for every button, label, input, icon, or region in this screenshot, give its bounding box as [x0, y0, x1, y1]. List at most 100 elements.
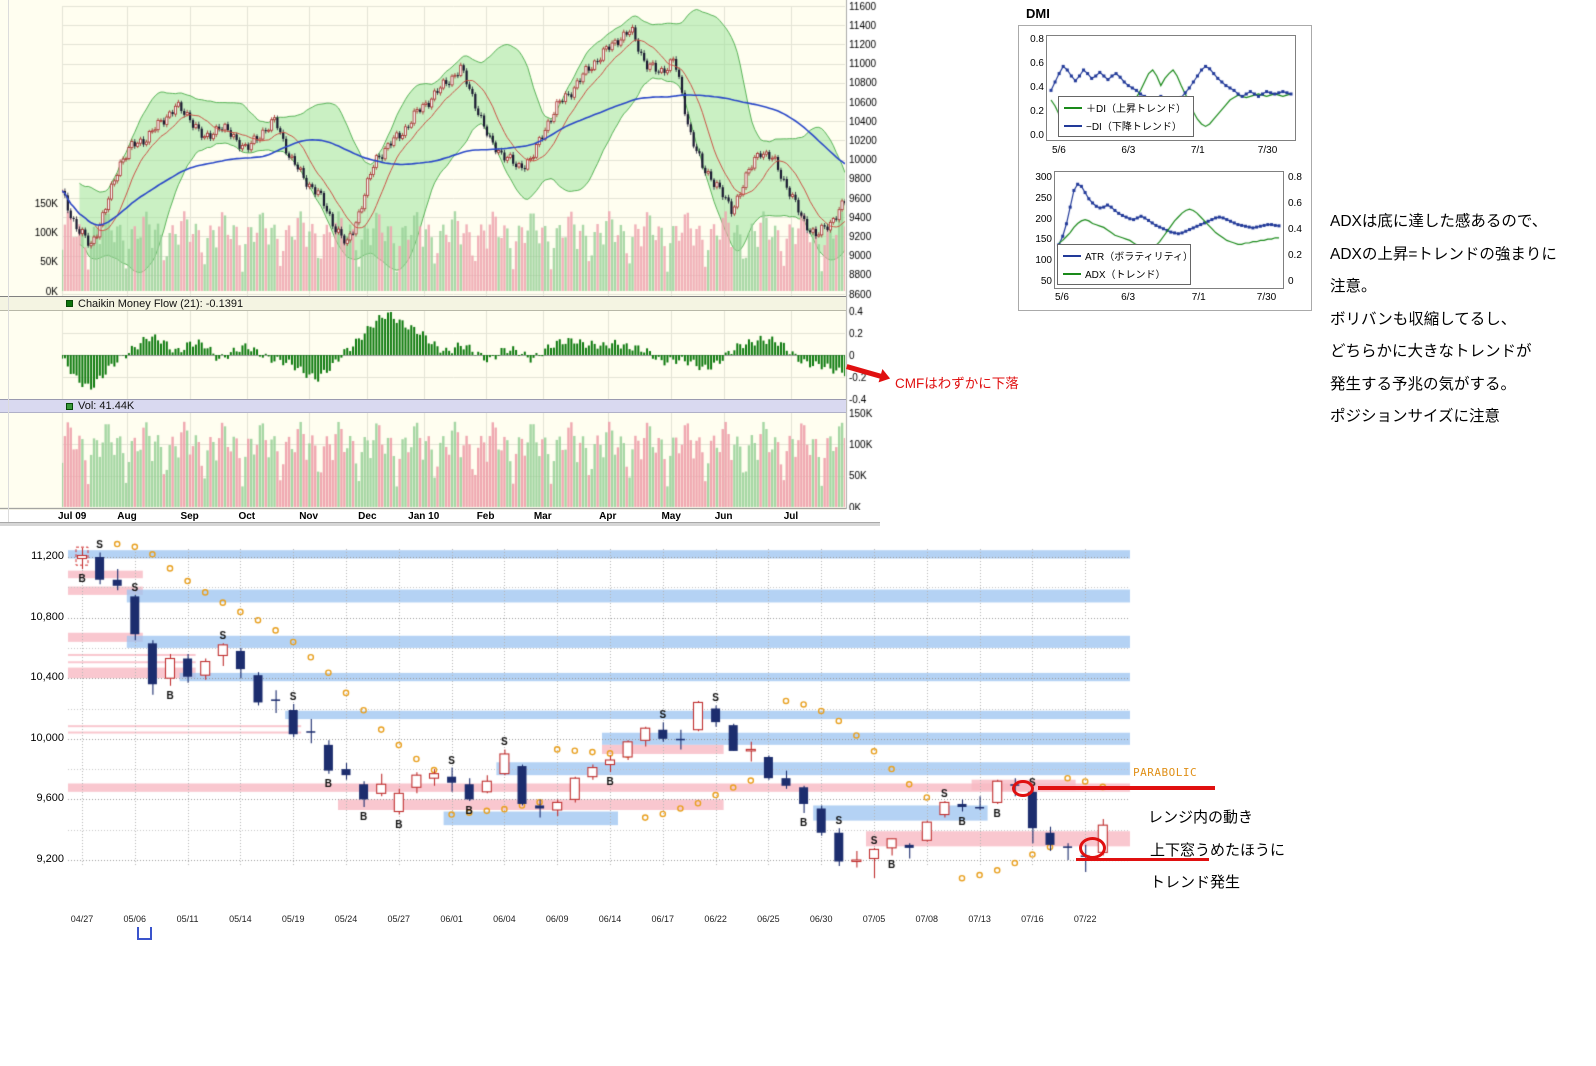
atr-y-tick: 200 [1035, 213, 1052, 225]
adx-y-tick: 0.2 [1288, 250, 1302, 261]
month-label: Mar [533, 511, 552, 522]
note-line: ポジションサイズに注意 [1330, 408, 1501, 425]
legend-label: −DI（下降トレンド） [1086, 122, 1182, 133]
month-label: Sep [180, 511, 199, 522]
daily-y-label: 9,200 [36, 853, 64, 865]
dmi-x-tick: 7/30 [1257, 145, 1278, 156]
month-label: Jul [783, 511, 799, 522]
atr-y-tick: 50 [1040, 276, 1052, 287]
month-label: Oct [238, 511, 256, 522]
month-label: Nov [299, 511, 319, 522]
month-label: Apr [599, 511, 617, 522]
daily-x-label: 07/22 [1073, 914, 1097, 924]
daily-y-label: 10,000 [30, 731, 64, 744]
daily-x-label: 05/27 [387, 914, 411, 924]
dmi-y-tick: 0.8 [1030, 34, 1044, 45]
cmf-panel-header: Chaikin Money Flow (21): -0.1391 [0, 296, 846, 311]
atr-adx-x-tick: 7/30 [1256, 292, 1277, 303]
month-label: Dec [358, 511, 377, 522]
dmi-x-tick: 7/1 [1190, 145, 1205, 156]
legend-label: ATR（ボラティリティ） [1085, 252, 1194, 263]
axis-bracket-marker [137, 927, 152, 940]
cmf-header-label: Chaikin Money Flow (21): -0.1391 [78, 297, 244, 310]
note-line: 発生する予兆の気がする。 [1330, 375, 1517, 393]
atr-y-tick: 250 [1035, 192, 1052, 204]
dmi-y-tick: 0.6 [1030, 58, 1044, 69]
parabolic-highlight-circle [1012, 780, 1034, 797]
dmi-x-tick: 5/6 [1051, 145, 1066, 156]
daily-x-label: 06/01 [440, 914, 463, 924]
daily-x-label: 05/14 [229, 914, 252, 924]
atr-adx-x-tick: 6/3 [1121, 292, 1136, 303]
adx-y-tick: 0.8 [1288, 172, 1302, 183]
atr-y-tick: 150 [1035, 234, 1052, 246]
cmf-annotation-text: CMFはわずかに下落 [895, 376, 1019, 391]
daily-y-label: 10,400 [30, 671, 64, 684]
volume-panel-header: Vol: 41.44K [0, 399, 846, 413]
daily-x-label: 06/14 [598, 914, 622, 924]
daily-x-label: 06/17 [651, 914, 675, 924]
legend-item-plus-di: ＋DI（上昇トレンド） [1064, 100, 1188, 115]
adx-y-tick: 0.4 [1288, 224, 1302, 235]
volume-header-label: Vol: 41.44K [78, 400, 135, 412]
daily-x-label: 06/04 [493, 914, 516, 924]
main-chart-x-axis: Jul 09 Aug Sep Oct Nov Dec Jan 10 Feb Mar Apr May J… [0, 511, 880, 525]
plus-di-line-icon [1064, 106, 1082, 109]
daily-candlestick-chart-canvas[interactable] [0, 535, 1240, 935]
daily-y-label: 9,600 [36, 792, 64, 805]
adx-y-tick: 0.6 [1288, 198, 1302, 209]
daily-x-label: 06/22 [704, 914, 727, 924]
legend-label: ＋DI（上昇トレンド） [1086, 104, 1186, 115]
daily-x-label: 06/09 [545, 914, 569, 924]
legend-item-atr: ATR（ボラティリティ） [1063, 248, 1193, 263]
note-line: ボリバンも収縮してるし、 [1330, 310, 1517, 328]
analysis-notes: ADXは底に達した感あるので、 ADXの上昇=トレンドの強まりに 注意。 ボリバ… [1330, 206, 1596, 434]
legend-item-minus-di: −DI（下降トレンド） [1064, 118, 1188, 133]
daily-x-label: 07/13 [968, 914, 991, 924]
legend-item-adx: ADX（トレンド） [1063, 266, 1185, 281]
legend-label: ADX（トレンド） [1085, 270, 1166, 281]
month-label: Feb [476, 511, 495, 522]
panel-divider [0, 522, 880, 526]
atr-y-tick: 300 [1035, 172, 1052, 183]
dmi-panel-title: DMI [1026, 6, 1050, 21]
dmi-legend: ＋DI（上昇トレンド） −DI（下降トレンド） [1058, 96, 1194, 137]
month-label: Jul 09 [58, 511, 87, 522]
daily-x-label: 06/30 [809, 914, 833, 924]
atr-adx-x-tick: 5/6 [1055, 292, 1069, 303]
dmi-y-tick: 0.0 [1030, 130, 1044, 141]
adx-line-icon [1063, 272, 1081, 275]
parabolic-annotation-label: PARABOLIC [1133, 766, 1198, 779]
trend-highlight-circle [1079, 837, 1106, 859]
daily-annotation-text: 上下窓うめたほうに [1150, 842, 1286, 859]
atr-adx-legend: ATR（ボラティリティ） ADX（トレンド） [1057, 244, 1193, 285]
volume-indicator-icon [66, 402, 73, 410]
daily-y-label: 11,200 [31, 550, 64, 562]
window-edge [8, 0, 9, 522]
note-line: 注意。 [1330, 278, 1377, 295]
month-label: Aug [117, 511, 137, 522]
daily-annotation-text: トレンド発生 [1150, 874, 1241, 891]
minus-di-line-icon [1064, 124, 1082, 127]
daily-x-label: 05/19 [281, 914, 305, 924]
note-line: ADXの上昇=トレンドの強まりに [1330, 245, 1557, 263]
dmi-x-tick: 6/3 [1121, 145, 1136, 156]
daily-x-label: 04/27 [70, 914, 94, 924]
adx-y-tick: 0 [1288, 276, 1294, 287]
dmi-y-tick: 0.4 [1030, 82, 1044, 93]
daily-x-label: 05/06 [123, 914, 147, 924]
note-line: どちらかに大きなトレンドが [1330, 343, 1532, 360]
daily-x-label: 05/24 [334, 914, 358, 924]
daily-x-label: 07/08 [915, 914, 939, 924]
daily-x-label: 07/05 [862, 914, 886, 924]
cmf-indicator-icon [66, 300, 73, 307]
parabolic-annotation-line [1038, 786, 1215, 790]
note-line: ADXは底に達した感あるので、 [1330, 213, 1548, 230]
month-label: Jan 10 [408, 511, 440, 522]
month-label: Jun [714, 511, 733, 522]
price-volume-chart-canvas[interactable] [0, 0, 883, 510]
dmi-y-tick: 0.2 [1030, 106, 1044, 117]
daily-x-label: 05/11 [176, 914, 199, 924]
daily-y-label: 10,800 [30, 610, 64, 623]
